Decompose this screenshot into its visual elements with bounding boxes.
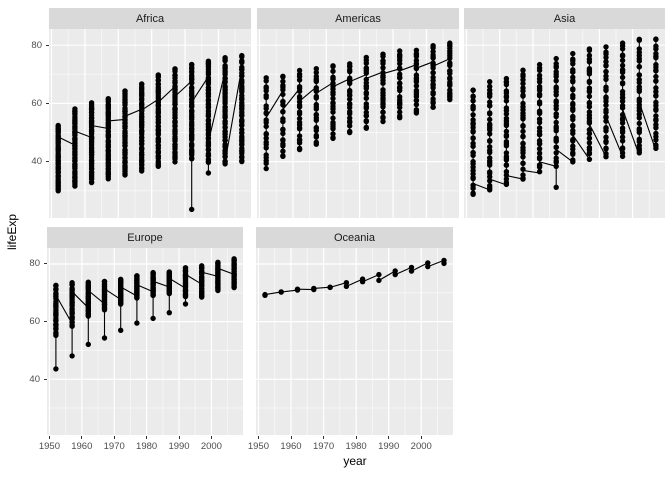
grid-layer: [257, 29, 459, 218]
x-axis-tick-label: 1980: [136, 441, 158, 452]
facet-strip-americas: Americas: [257, 8, 459, 29]
x-axis-tick-label: 1960: [71, 441, 93, 452]
x-axis-tick: [48, 435, 50, 439]
x-axis-tick-label: 1990: [168, 441, 190, 452]
y-axis-tick-label: 40: [31, 156, 42, 168]
facet-strip-oceania: Oceania: [256, 227, 453, 248]
x-axis-tick-label: 1950: [247, 441, 270, 452]
x-axis-tick-label: 1960: [280, 441, 302, 452]
y-axis-title: lifeExp: [5, 213, 19, 251]
grid-layer: [47, 248, 243, 435]
facet-strip-europe: Europe: [47, 227, 243, 248]
y-axis-tick: [43, 263, 47, 265]
y-axis-tick-label: 80: [31, 39, 42, 51]
facet-panel-asia: [464, 29, 665, 218]
x-axis-tick: [146, 435, 148, 439]
facet-strip-asia: Asia: [464, 8, 665, 29]
facet-strip-africa: Africa: [49, 8, 251, 29]
y-axis-tick: [43, 378, 47, 380]
x-axis-tick: [113, 435, 115, 439]
y-axis-tick-label: 60: [29, 316, 40, 328]
y-axis-tick-label: 60: [31, 97, 42, 109]
x-axis-tick: [81, 435, 83, 439]
facet-strip-label: Asia: [553, 12, 576, 25]
points-layer: [262, 257, 447, 298]
facet-strip-label: Americas: [335, 12, 381, 25]
x-axis-tick-label: 1970: [312, 441, 335, 452]
y-axis-tick: [43, 321, 47, 323]
points-layer: [53, 256, 237, 372]
x-axis-tick: [420, 435, 422, 439]
grid-layer: [256, 248, 453, 435]
grid-layer: [464, 29, 665, 218]
x-axis-tick-label: 1990: [378, 441, 400, 452]
x-axis-tick-label: 1970: [103, 441, 125, 452]
x-axis-tick-label: 2000: [410, 441, 432, 452]
points-layer: [470, 36, 659, 197]
y-axis-tick-label: 80: [29, 258, 40, 270]
x-axis-tick: [257, 435, 259, 439]
facet-strip-label: Oceania: [334, 231, 375, 244]
grid-layer: [49, 29, 251, 218]
x-axis-tick: [178, 435, 180, 439]
facet-strip-label: Europe: [127, 231, 163, 244]
x-axis-tick-label: 1980: [345, 441, 367, 452]
facet-panel-oceania: [256, 248, 453, 435]
points-layer: [263, 40, 453, 172]
points-layer: [55, 52, 245, 213]
x-axis-tick: [355, 435, 357, 439]
x-axis-title: year: [343, 454, 367, 468]
facet-strip-label: Africa: [135, 12, 165, 25]
facet-panel-europe: [47, 248, 243, 435]
facet-panel-americas: [257, 29, 459, 218]
x-axis-tick: [388, 435, 390, 439]
x-axis-tick: [323, 435, 325, 439]
x-axis-tick-label: 1950: [38, 441, 60, 452]
y-axis-tick: [45, 102, 49, 104]
y-axis-tick-label: 40: [29, 373, 40, 385]
facet-panel-africa: [49, 29, 251, 218]
y-axis-tick: [45, 44, 49, 46]
x-axis-tick: [210, 435, 212, 439]
x-axis-tick-label: 2000: [200, 441, 222, 452]
y-axis-tick: [45, 161, 49, 163]
x-axis-tick: [290, 435, 292, 439]
